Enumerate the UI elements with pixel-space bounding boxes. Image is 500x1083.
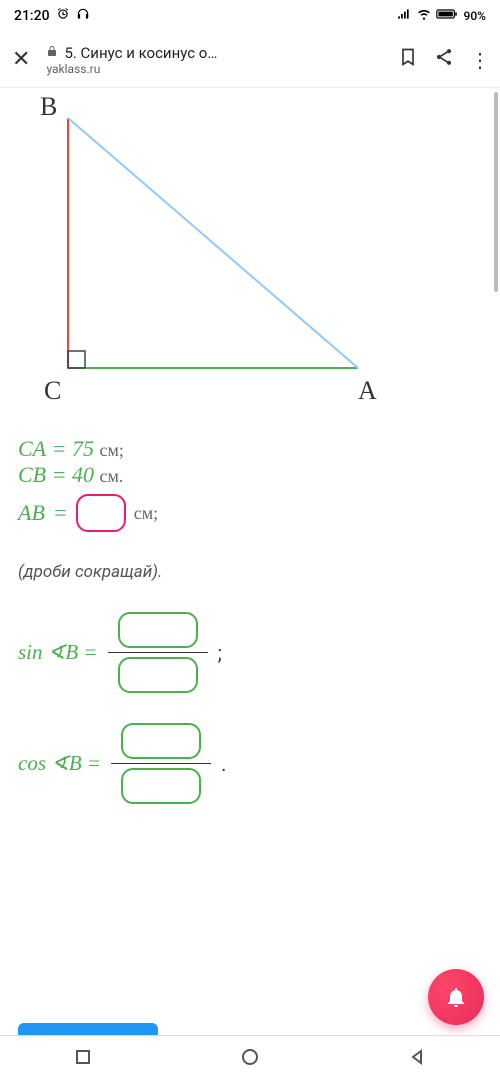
close-icon[interactable]: ✕ (12, 47, 30, 72)
vertex-label-a: A (358, 376, 377, 406)
triangle-diagram: B C A (18, 98, 482, 418)
frac-line (108, 652, 208, 653)
bell-icon (444, 985, 468, 1009)
notification-fab[interactable] (428, 969, 484, 1025)
system-nav-bar (0, 1035, 500, 1083)
share-icon[interactable] (434, 47, 454, 72)
ab-unit: см; (134, 503, 158, 524)
recent-apps-button[interactable] (75, 1049, 91, 1070)
status-time: 21:20 (14, 8, 50, 24)
cb-unit: см. (99, 466, 123, 486)
page-domain: yaklass.ru (46, 62, 382, 76)
browser-app-bar: ✕ 5. Синус и косинус о… yaklass.ru ⋮ (0, 32, 500, 88)
semicolon: ; (218, 641, 222, 665)
battery-pct: 90% (464, 9, 486, 23)
page-content: B C A CA = 75 см; CB = 40 см. AB = см; (… (0, 88, 500, 1035)
submit-button[interactable] (18, 1023, 158, 1035)
page-title: 5. Синус и косинус о… (64, 44, 217, 62)
cos-numerator-input[interactable] (121, 723, 201, 759)
status-right: 90% (396, 7, 486, 25)
cos-label: cos ∢B = (18, 751, 101, 776)
signal-icon (396, 7, 412, 25)
ca-val: = 75 (52, 436, 94, 461)
more-icon[interactable]: ⋮ (470, 48, 488, 72)
cos-row: cos ∢B = . (18, 723, 482, 804)
ca-unit: см; (99, 440, 123, 460)
scrollbar[interactable] (494, 92, 498, 292)
sin-label: sin ∢B = (18, 640, 98, 665)
back-button[interactable] (409, 1049, 425, 1070)
status-left: 21:20 (14, 7, 90, 25)
sin-denominator-input[interactable] (118, 657, 198, 693)
ca-var: CA (18, 436, 46, 461)
headphone-icon (76, 7, 90, 25)
note-text: (дроби сокращай). (18, 562, 482, 582)
cb-var: CB (18, 462, 46, 487)
wifi-icon (416, 7, 432, 25)
cos-denominator-input[interactable] (121, 768, 201, 804)
cb-val: = 40 (52, 462, 94, 487)
sin-numerator-input[interactable] (118, 612, 198, 648)
cos-fraction (111, 723, 211, 804)
frac-line (111, 763, 211, 764)
given-block: CA = 75 см; CB = 40 см. AB = см; (18, 436, 482, 532)
bookmark-icon[interactable] (398, 47, 418, 72)
vertex-label-c: C (44, 376, 61, 406)
battery-icon (436, 7, 460, 25)
ab-var: AB (18, 500, 45, 526)
period: . (221, 752, 226, 776)
sin-row: sin ∢B = ; (18, 612, 482, 693)
alarm-icon (56, 7, 70, 25)
lock-icon (46, 44, 58, 62)
status-bar: 21:20 90% (0, 0, 500, 32)
home-button[interactable] (241, 1048, 259, 1071)
ab-input[interactable] (76, 494, 126, 532)
vertex-label-b: B (40, 92, 57, 122)
url-block[interactable]: 5. Синус и косинус о… yaklass.ru (46, 44, 382, 76)
sin-fraction (108, 612, 208, 693)
ab-eq: = (53, 500, 68, 526)
